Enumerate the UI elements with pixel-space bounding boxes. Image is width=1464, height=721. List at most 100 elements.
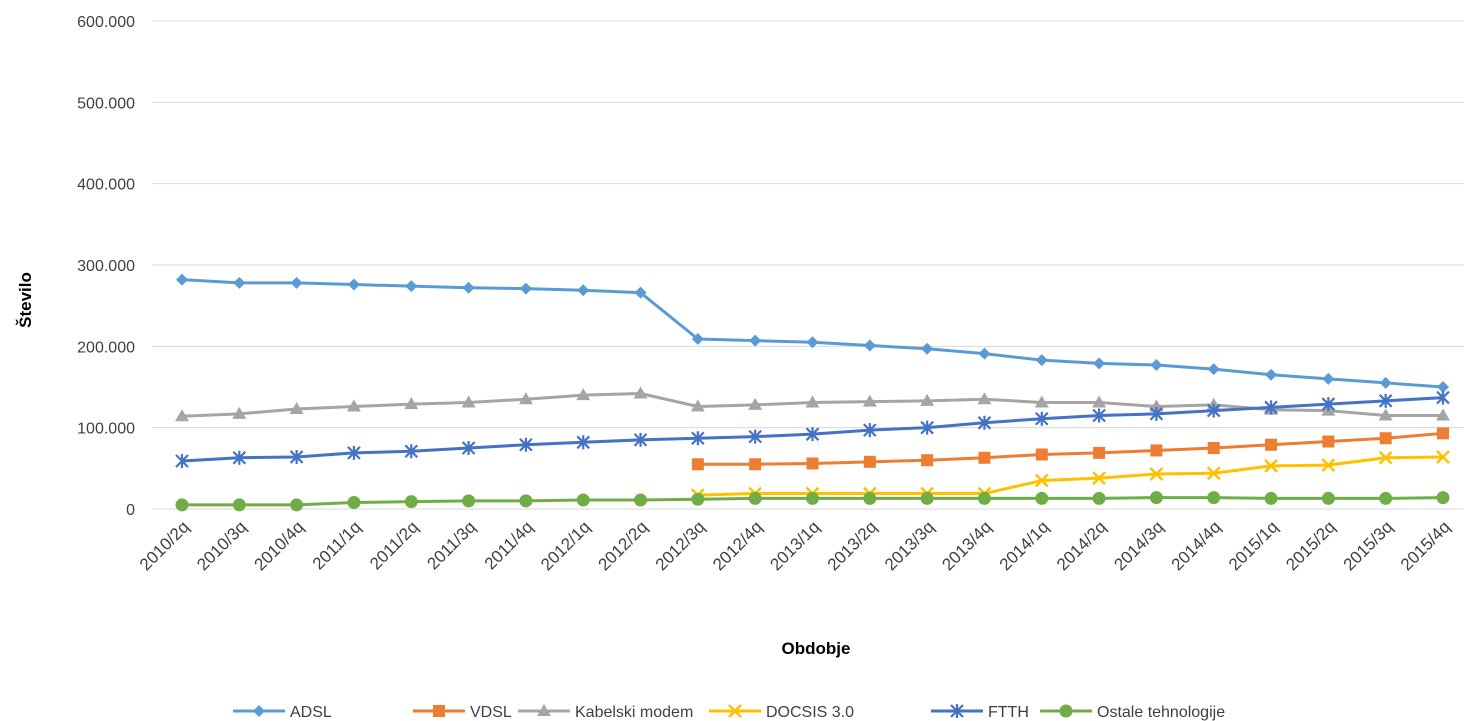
data-point-kabelski-modem [346,399,361,412]
data-point-ostale-tehnologije [1379,491,1393,505]
data-point-kabelski-modem [633,386,648,399]
data-point-ostale-tehnologije [748,491,762,505]
data-point-adsl [519,282,532,295]
data-point-ftth [1034,411,1049,426]
data-point-ftth [347,445,361,460]
legend-label: FTTH [988,704,1029,721]
x-tick-label: 2011/2q [366,517,422,573]
data-point-ftth [920,420,934,435]
data-point-vdsl [806,457,819,470]
data-point-adsl [1150,359,1163,372]
legend-label: Kabelski modem [575,704,693,721]
series-line-vdsl [697,431,1444,466]
series-ostale-tehnologije [175,491,1450,512]
data-point-vdsl [1093,446,1106,459]
legend-item-adsl: ADSL [233,704,332,721]
x-tick-label: 2015/3q [1340,517,1397,574]
data-point-ostale-tehnologije [1035,491,1049,505]
data-point-adsl [176,273,188,286]
x-tick-label: 2015/4q [1397,517,1454,574]
data-point-adsl [577,284,590,297]
x-tick-label: 2012/1q [537,517,594,574]
legend-label: DOCSIS 3.0 [766,704,854,721]
series-layer [175,273,1450,512]
gridlines [152,20,1464,510]
data-point-adsl [921,342,934,355]
x-axis-title: Obdobje [782,639,851,658]
series-vdsl [691,427,1449,471]
data-point-adsl [749,334,762,347]
data-point-docsis-3-0 [1092,471,1106,485]
data-point-ostale-tehnologije [519,494,533,508]
legend-label: VDSL [470,704,512,721]
data-point-vdsl [749,458,762,471]
legend-swatch-marker [433,705,445,717]
data-point-vdsl [1437,427,1449,440]
data-point-ostale-tehnologije [806,491,819,505]
data-point-ftth [1436,390,1450,405]
data-point-ostale-tehnologije [1207,491,1221,505]
data-point-kabelski-modem [1378,408,1393,421]
data-point-ostale-tehnologije [576,493,590,507]
data-point-kabelski-modem [977,392,992,405]
data-point-vdsl [921,454,934,467]
y-tick-label: 0 [126,502,135,519]
data-point-ftth [576,435,591,450]
series-line-adsl [181,278,1444,389]
y-tick-label: 300.000 [77,258,135,275]
data-point-adsl [863,339,876,352]
data-point-kabelski-modem [1092,395,1107,408]
x-tick-label: 2015/1q [1225,517,1282,574]
legend-swatch-marker [728,704,742,718]
data-point-adsl [691,333,704,346]
data-point-kabelski-modem [690,399,705,412]
x-tick-label: 2010/3q [193,517,250,574]
data-point-ftth [404,444,419,459]
data-point-ostale-tehnologije [691,492,705,506]
data-point-adsl [634,286,647,299]
data-point-vdsl [691,458,704,471]
series-line-docsis-3-0 [697,455,1444,497]
y-axis-ticks: 0 100.000 200.000 300.000 400.000 500.000 600.… [77,14,135,519]
y-tick-label: 600.000 [77,14,135,31]
y-tick-label: 400.000 [77,177,135,194]
legend-item-vdsl: VDSL [413,704,512,721]
data-point-ostale-tehnologije [347,495,361,509]
data-point-kabelski-modem [748,397,763,410]
data-point-ftth [519,437,533,452]
data-point-adsl [1035,354,1048,367]
legend-swatch-marker [253,705,265,717]
data-point-ftth [633,432,648,447]
y-axis-title: Število [16,272,35,328]
data-point-adsl [1093,357,1106,370]
data-point-vdsl [1207,442,1220,454]
data-point-docsis-3-0 [1264,459,1278,473]
data-point-kabelski-modem [1436,408,1450,421]
data-point-ostale-tehnologije [232,498,246,512]
y-tick-label: 100.000 [77,421,135,438]
data-point-ftth [805,427,820,442]
legend-label: Ostale tehnologije [1097,704,1225,721]
data-point-kabelski-modem [805,395,820,408]
data-point-kabelski-modem [232,406,247,419]
data-point-docsis-3-0 [1378,450,1393,465]
data-point-kabelski-modem [576,388,591,401]
legend-item-ftth: FTTH [931,704,1029,721]
x-tick-label: 2012/2q [594,517,651,574]
series-ftth [175,390,1450,469]
data-point-kabelski-modem [461,395,476,408]
data-point-ostale-tehnologije [1321,491,1335,505]
data-point-kabelski-modem [404,397,419,410]
legend-swatch-marker [537,704,551,716]
data-point-ftth [1264,400,1278,415]
data-point-kabelski-modem [862,394,877,407]
data-point-adsl [290,276,303,289]
x-tick-label: 2010/2q [136,517,193,574]
legend: ADSL VDSL Kabelski modem DOCSIS 3.0 FTTH Osta… [233,704,1225,721]
legend-item-docsis-3-0: DOCSIS 3.0 [709,704,854,721]
data-point-adsl [347,278,360,291]
data-point-ostale-tehnologije [1264,491,1278,505]
data-point-docsis-3-0 [1436,450,1450,464]
x-tick-label: 2010/4q [251,517,308,574]
